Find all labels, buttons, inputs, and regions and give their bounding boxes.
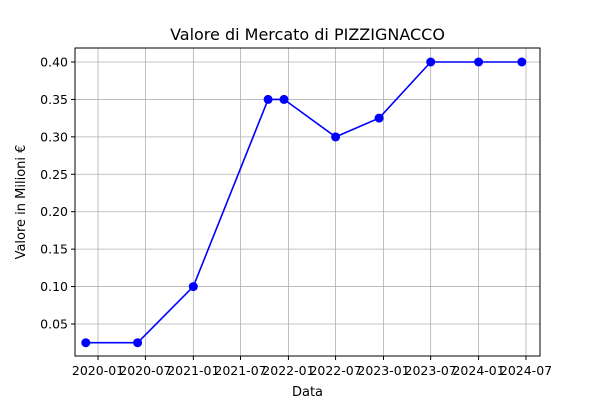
y-axis-label: Valore in Milioni €	[14, 145, 29, 260]
y-tick-label: 0.10	[40, 279, 68, 294]
x-tick-label: 2023-07	[405, 363, 457, 378]
plot-frame	[74, 47, 541, 357]
chart-title: Valore di Mercato di PIZZIGNACCO	[170, 25, 445, 44]
y-tick-label: 0.05	[40, 317, 68, 332]
x-tick-label: 2021-07	[214, 363, 266, 378]
y-tick-label: 0.25	[40, 167, 68, 182]
y-tick-label: 0.35	[40, 92, 68, 107]
data-point	[81, 338, 91, 348]
y-tick-label: 0.15	[40, 242, 68, 257]
x-tick-label: 2024-07	[500, 363, 552, 378]
data-point	[374, 113, 384, 123]
x-axis-label: Data	[292, 385, 323, 400]
x-axis: 2020-012020-072021-012021-072022-012022-…	[72, 356, 552, 378]
x-tick-label: 2023-01	[357, 363, 409, 378]
data-point	[263, 94, 273, 104]
data-point	[188, 282, 198, 292]
data-point	[279, 94, 289, 104]
y-tick-label: 0.40	[40, 55, 68, 70]
data-point	[474, 57, 484, 67]
data-point	[133, 338, 143, 348]
x-tick-label: 2022-07	[309, 363, 361, 378]
x-tick-label: 2022-01	[262, 363, 314, 378]
grid	[75, 48, 540, 356]
y-tick-label: 0.20	[40, 204, 68, 219]
data-point	[331, 132, 341, 142]
data-point	[426, 57, 436, 67]
y-axis: 0.05 0.10 0.15 0.20 0.25 0.30 0.35 0.40	[40, 55, 75, 332]
x-tick-label: 2020-07	[119, 363, 171, 378]
x-tick-label: 2020-01	[72, 363, 124, 378]
y-tick-label: 0.30	[40, 129, 68, 144]
series-line	[85, 61, 522, 344]
x-tick-label: 2024-01	[452, 363, 504, 378]
data-point	[517, 57, 527, 67]
data-points	[81, 57, 527, 348]
x-tick-label: 2021-01	[167, 363, 219, 378]
